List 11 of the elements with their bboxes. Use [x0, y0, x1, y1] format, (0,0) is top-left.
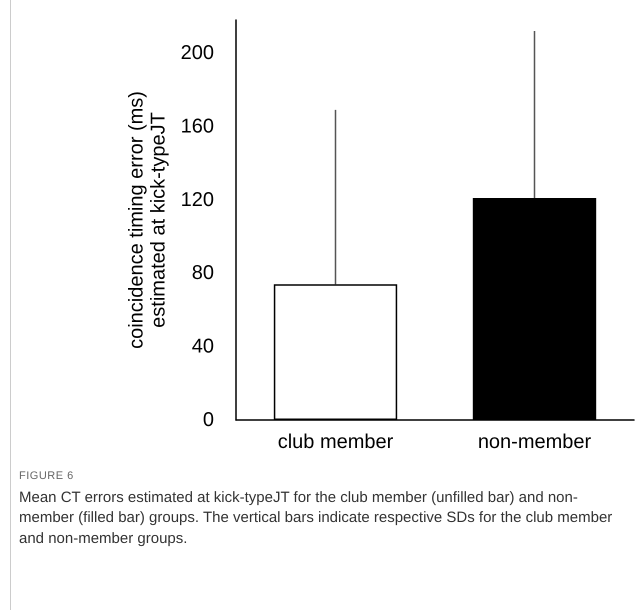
x-tick-label: club member	[278, 431, 394, 453]
y-tick-label: 200	[180, 42, 214, 64]
y-tick-label: 80	[192, 262, 214, 284]
y-tick-label: 40	[192, 336, 214, 358]
text: Mean CT errors estimated at kick-typeJT for the club member (unfilled bar) and non-member (filled bar) groups. The vertical bars indicate respective SDs for the club member and non-member groups.	[19, 488, 614, 548]
y-tick-label: 120	[180, 188, 214, 211]
y-tick-label: 0	[202, 409, 214, 431]
y-axis-title: coincidence timing error (ms) estimated at kick-typeJT	[126, 91, 170, 349]
caption: FIGURE 6	[19, 470, 75, 482]
x-tick-label: non-member	[478, 431, 592, 453]
y-tick-label: 160	[180, 115, 214, 138]
